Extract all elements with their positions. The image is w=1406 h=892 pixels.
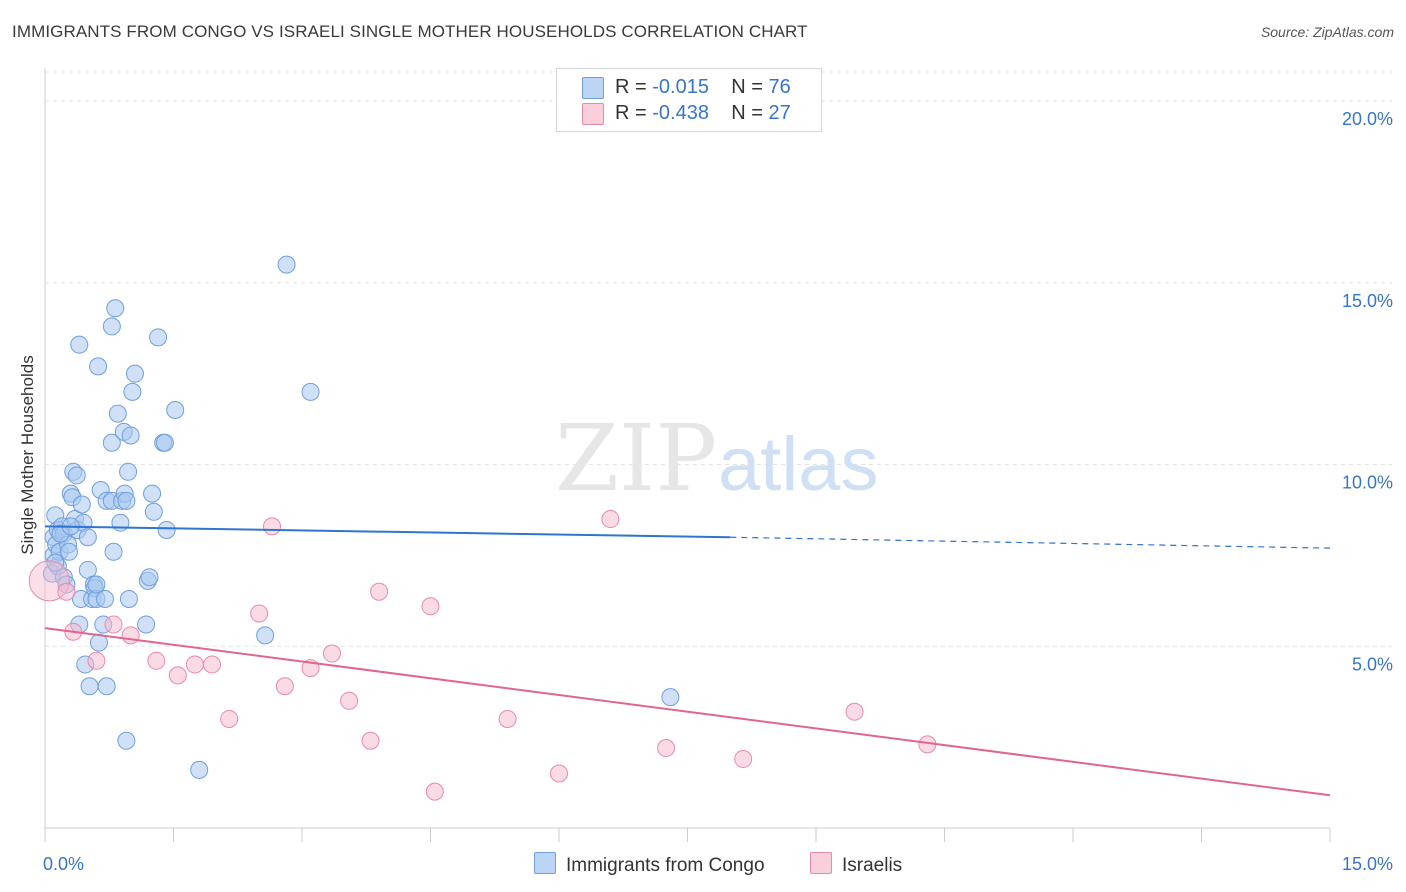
data-point-congo xyxy=(119,462,138,481)
axes xyxy=(44,68,1331,842)
x-tick-label: 15.0% xyxy=(1342,854,1393,874)
trend-line-congo xyxy=(44,525,731,539)
legend-item-congo[interactable]: Immigrants from Congo xyxy=(534,852,765,877)
legend-n-label: N = xyxy=(731,102,763,124)
series-israelis-points xyxy=(28,510,937,801)
data-point-israelis xyxy=(147,651,166,670)
data-point-congo xyxy=(104,542,123,561)
trend-line-israelis xyxy=(44,627,1331,797)
legend-r-label: R = xyxy=(615,102,647,124)
data-point-congo xyxy=(137,615,156,634)
data-point-israelis xyxy=(370,582,389,601)
trend-line-congo-extrapolated xyxy=(730,536,1331,549)
data-point-israelis xyxy=(734,749,753,768)
legend-label-israelis: Israelis xyxy=(842,855,903,876)
ticks: 5.0% 10.0% 15.0% 20.0% 0.0% 15.0% xyxy=(43,109,1393,874)
data-point-congo xyxy=(106,299,125,318)
data-point-congo xyxy=(661,688,680,707)
data-point-congo xyxy=(256,626,275,645)
data-point-congo xyxy=(155,433,174,452)
legend-swatch-congo xyxy=(582,77,604,99)
data-point-israelis xyxy=(275,677,294,696)
data-point-israelis xyxy=(550,764,568,783)
data-point-israelis xyxy=(425,782,444,801)
data-point-israelis xyxy=(322,644,341,663)
data-point-israelis xyxy=(657,739,676,758)
data-point-congo xyxy=(140,568,159,587)
data-point-congo xyxy=(87,575,106,594)
data-point-congo xyxy=(89,357,108,376)
data-point-congo xyxy=(144,502,163,521)
data-point-congo xyxy=(80,677,99,696)
data-point-congo xyxy=(301,382,320,401)
data-point-congo xyxy=(70,335,89,354)
data-point-congo xyxy=(117,491,136,510)
legend-label-congo: Immigrants from Congo xyxy=(566,855,765,876)
data-point-congo xyxy=(102,317,121,336)
data-point-israelis xyxy=(203,655,222,674)
data-point-israelis xyxy=(104,615,123,634)
series-congo-points xyxy=(42,255,680,779)
legend-n-value-congo: 76 xyxy=(768,76,791,98)
data-point-congo xyxy=(125,364,144,383)
data-point-congo xyxy=(117,731,136,750)
y-tick-label: 15.0% xyxy=(1342,291,1393,311)
data-point-congo xyxy=(123,382,142,401)
data-point-congo xyxy=(119,590,138,609)
legend-item-israelis[interactable]: Israelis xyxy=(810,852,902,877)
data-point-israelis xyxy=(498,709,517,728)
data-point-israelis xyxy=(57,582,76,601)
data-point-congo xyxy=(111,513,130,532)
legend-swatch-israelis xyxy=(810,852,832,874)
data-point-israelis xyxy=(87,651,106,670)
data-point-congo xyxy=(143,484,162,503)
y-tick-label: 10.0% xyxy=(1342,473,1393,493)
data-point-congo xyxy=(97,677,116,696)
data-point-congo xyxy=(166,401,185,420)
data-point-congo xyxy=(157,520,176,539)
data-point-israelis xyxy=(421,597,440,616)
data-point-congo xyxy=(78,528,97,547)
legend-r-label: R = xyxy=(615,76,647,98)
data-point-israelis xyxy=(121,626,140,645)
watermark-zip: ZIP xyxy=(555,405,717,512)
y-tick-label: 20.0% xyxy=(1342,109,1393,129)
data-point-israelis xyxy=(250,604,269,623)
x-tick-label: 0.0% xyxy=(43,854,84,874)
legend-swatch-israelis xyxy=(582,103,604,125)
source-label: Source: ZipAtlas.com xyxy=(1260,24,1394,40)
data-point-israelis xyxy=(361,731,380,750)
data-point-congo xyxy=(67,466,86,485)
data-point-congo xyxy=(72,495,91,514)
legend-r-value-israelis: -0.438 xyxy=(652,102,709,124)
legend-n-label: N = xyxy=(731,76,763,98)
data-point-congo xyxy=(121,426,140,445)
legend-r-value-congo: -0.015 xyxy=(652,76,709,98)
data-point-congo xyxy=(277,255,296,274)
data-point-israelis xyxy=(168,666,187,685)
watermark-atlas: atlas xyxy=(718,422,879,507)
watermark: ZIP atlas xyxy=(555,405,879,512)
data-point-israelis xyxy=(845,702,864,721)
data-point-congo xyxy=(108,404,127,423)
data-point-israelis xyxy=(263,517,282,536)
legend-swatch-congo xyxy=(534,852,556,874)
data-point-congo xyxy=(190,760,209,779)
chart-title: IMMIGRANTS FROM CONGO VS ISRAELI SINGLE … xyxy=(12,22,808,41)
correlation-legend: R = -0.015 N = 76 R = -0.438 N = 27 xyxy=(556,68,822,132)
legend-n-value-israelis: 27 xyxy=(768,102,791,124)
data-point-israelis xyxy=(340,691,359,710)
data-point-israelis xyxy=(185,655,204,674)
data-point-congo xyxy=(102,433,121,452)
y-tick-label: 5.0% xyxy=(1352,654,1393,674)
data-point-israelis xyxy=(220,709,239,728)
data-point-congo xyxy=(95,590,114,609)
trend-lines xyxy=(44,525,1331,797)
data-point-israelis xyxy=(601,510,620,529)
data-point-congo xyxy=(59,542,78,561)
grid-lines xyxy=(45,71,1392,647)
data-point-congo xyxy=(46,553,65,572)
data-point-congo xyxy=(149,328,168,347)
